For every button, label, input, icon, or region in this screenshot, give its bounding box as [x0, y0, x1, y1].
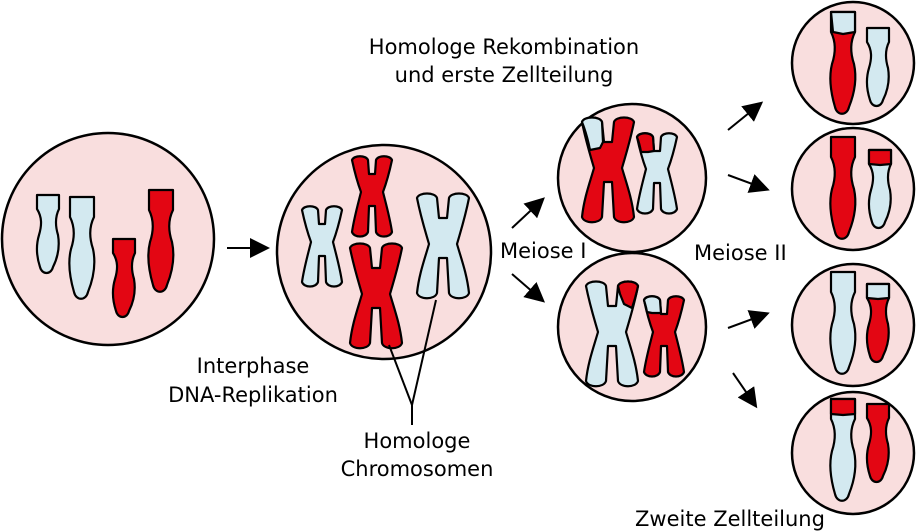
arrow-meiosis1-down: [511, 273, 546, 303]
chromosome-long-red: [147, 188, 175, 293]
arrow-meiosis2-1: [727, 101, 764, 131]
gamete-cell-2: [790, 126, 916, 252]
label-recombination-line1: Homologe Rekombination: [369, 35, 639, 59]
crossover-segment-blue-b: [642, 295, 663, 315]
label-homologous-line1: Homologe: [364, 429, 471, 453]
meiosis1-cell-top: [556, 102, 708, 254]
crossover-segment-blue: [580, 116, 605, 152]
chromosome-short-red: [111, 237, 137, 319]
crossover-segment-red-b: [616, 280, 640, 310]
label-meiosis1: Meiose I: [500, 239, 586, 263]
crossover-segment-red: [635, 132, 656, 154]
chromosome-short-blue: [35, 193, 61, 275]
label-interphase-line2: DNA-Replikation: [168, 383, 338, 407]
gamete-cell-1: [790, 0, 916, 126]
label-homologous-line2: Chromosomen: [341, 457, 494, 481]
chromosome-long-blue: [68, 195, 96, 300]
label-interphase-line1: Interphase: [197, 354, 310, 378]
label-recombination-line2: und erste Zellteilung: [395, 63, 614, 87]
replicated-cell: [275, 143, 493, 361]
gamete-cell-3: [790, 262, 916, 388]
gamete-cell-4: [790, 390, 916, 516]
meiosis1-cell-bottom: [556, 251, 708, 403]
arrow-meiosis1-up: [511, 197, 545, 229]
label-second-division: Zweite Zellteilung: [635, 507, 825, 531]
homologous-pointer: [388, 299, 437, 425]
arrow-meiosis2-3: [727, 310, 770, 329]
arrow-meiosis2-2: [727, 174, 770, 193]
arrow-meiosis2-4: [732, 372, 758, 409]
label-meiosis2: Meiose II: [694, 241, 787, 265]
interphase-cell: [0, 131, 216, 347]
